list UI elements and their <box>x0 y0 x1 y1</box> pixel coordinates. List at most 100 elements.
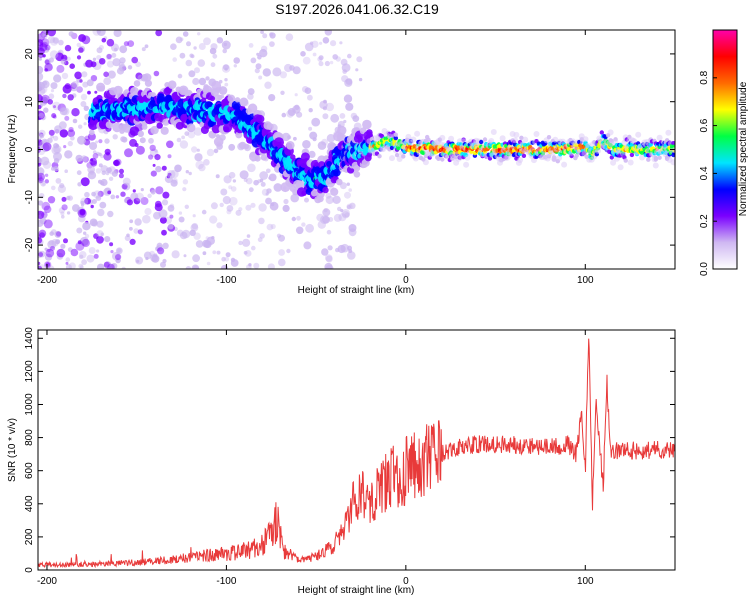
heatmap-noise-blob <box>342 69 348 74</box>
heatmap-noise-blob <box>68 126 74 133</box>
heatmap-ridge-blob <box>209 95 216 102</box>
heatmap-noise-blob <box>47 137 53 144</box>
heatmap-noise-blob <box>171 250 180 259</box>
heatmap-noise-blob <box>259 49 268 58</box>
heatmap-noise-blob <box>51 166 55 171</box>
heatmap-noise-blob <box>174 164 182 173</box>
heatmap-noise-blob <box>38 139 43 146</box>
heatmap-noise-blob <box>55 239 61 245</box>
heatmap-noise-blob <box>308 108 313 113</box>
heatmap-noise-blob <box>38 237 43 244</box>
heatmap-noise-blob <box>215 174 220 179</box>
heatmap-noise-blob <box>51 185 56 191</box>
heatmap-noise-blob <box>47 99 53 105</box>
heatmap-noise-blob <box>42 142 52 152</box>
heatmap-ridge-blob <box>623 158 628 163</box>
heatmap-noise-blob <box>63 238 68 244</box>
heatmap-ridge-blob <box>112 122 122 133</box>
heatmap-noise-blob <box>184 204 189 209</box>
heatmap-noise-blob <box>106 38 115 47</box>
heatmap-noise-blob <box>60 243 66 249</box>
heatmap-noise-blob <box>192 77 200 86</box>
heatmap-noise-blob <box>61 204 68 211</box>
heatmap-ridge-blob <box>336 178 343 186</box>
heatmap-noise-blob <box>337 244 346 254</box>
heatmap-ridge-blob <box>133 80 141 87</box>
heatmap-noise-blob <box>265 192 269 196</box>
heatmap-noise-blob <box>98 58 106 65</box>
heatmap-noise-blob <box>59 107 68 116</box>
heatmap-noise-blob <box>304 197 309 203</box>
heatmap-noise-blob <box>40 33 45 37</box>
heatmap-halo-blob <box>439 134 446 141</box>
heatmap-noise-blob <box>103 77 112 85</box>
heatmap-noise-blob <box>296 215 301 221</box>
heatmap-ridge-blob <box>646 157 651 162</box>
heatmap-noise-blob <box>258 203 267 212</box>
heatmap-noise-blob <box>38 265 43 269</box>
heatmap-noise-blob <box>38 94 43 103</box>
heatmap-noise-blob <box>135 145 145 155</box>
heatmap-noise-blob <box>192 254 201 263</box>
heatmap-noise-blob <box>95 140 99 144</box>
heatmap-noise-blob <box>81 238 90 248</box>
heatmap-noise-blob <box>133 228 139 234</box>
heatmap-noise-blob <box>79 254 84 259</box>
heatmap-noise-blob <box>57 184 66 193</box>
heatmap-noise-blob <box>340 58 348 66</box>
heatmap-noise-blob <box>224 256 230 262</box>
heatmap-ridge-blob <box>239 97 249 107</box>
heatmap-noise-blob <box>92 57 97 61</box>
colorbar-tick-label: 0.0 <box>699 262 710 276</box>
heatmap-noise-blob <box>140 197 149 205</box>
heatmap-ridge-blob <box>227 94 236 103</box>
heatmap-noise-blob <box>110 194 116 200</box>
heatmap-noise-blob <box>38 174 43 180</box>
heatmap-noise-blob <box>96 230 104 238</box>
heatmap-noise-blob <box>66 56 71 61</box>
heatmap-noise-blob <box>228 185 233 190</box>
heatmap-noise-blob <box>62 84 72 94</box>
heatmap-noise-blob <box>139 137 146 144</box>
heatmap-noise-blob <box>135 72 143 80</box>
heatmap-halo-blob <box>639 154 645 161</box>
heatmap-noise-blob <box>325 195 334 205</box>
heatmap-noise-blob <box>129 238 136 245</box>
heatmap-noise-blob <box>295 226 304 235</box>
heatmap-ridge-blob <box>160 126 169 135</box>
heatmap-noise-blob <box>329 60 334 65</box>
snr-series-line <box>38 338 675 569</box>
heatmap-noise-blob <box>51 229 57 235</box>
heatmap-noise-blob <box>177 73 183 79</box>
heatmap-noise-blob <box>126 233 130 238</box>
heatmap-noise-blob <box>42 182 46 186</box>
heatmap-noise-blob <box>167 154 172 159</box>
heatmap-ridge-blob <box>150 92 156 98</box>
heatmap-noise-blob <box>262 68 271 77</box>
heatmap-noise-blob <box>84 233 90 239</box>
heatmap-noise-blob <box>83 231 87 235</box>
heatmap-noise-blob <box>283 198 289 205</box>
colorbar-gradient <box>713 30 737 269</box>
heatmap-noise-blob <box>107 190 112 195</box>
heatmap-noise-blob <box>86 254 95 263</box>
heatmap-noise-blob <box>265 197 272 205</box>
heatmap-ridge-blob <box>479 139 484 145</box>
heatmap-noise-blob <box>111 170 118 177</box>
heatmap-halo-blob <box>410 136 417 143</box>
heatmap-noise-blob <box>77 182 82 187</box>
heatmap-noise-blob <box>178 216 185 223</box>
heatmap-noise-blob <box>201 209 207 215</box>
heatmap-ridge-blob <box>162 118 170 126</box>
heatmap-noise-blob <box>216 250 221 255</box>
heatmap-noise-blob <box>226 205 234 212</box>
heatmap-noise-blob <box>112 58 121 67</box>
heatmap-noise-blob <box>342 211 350 219</box>
heatmap-noise-blob <box>58 39 64 46</box>
heatmap-noise-blob <box>347 251 356 260</box>
heatmap-ridge-blob <box>401 154 406 159</box>
heatmap-noise-blob <box>118 173 124 179</box>
heatmap-ridge-blob <box>260 154 267 161</box>
heatmap-noise-blob <box>111 263 116 268</box>
heatmap-noise-blob <box>127 40 135 47</box>
